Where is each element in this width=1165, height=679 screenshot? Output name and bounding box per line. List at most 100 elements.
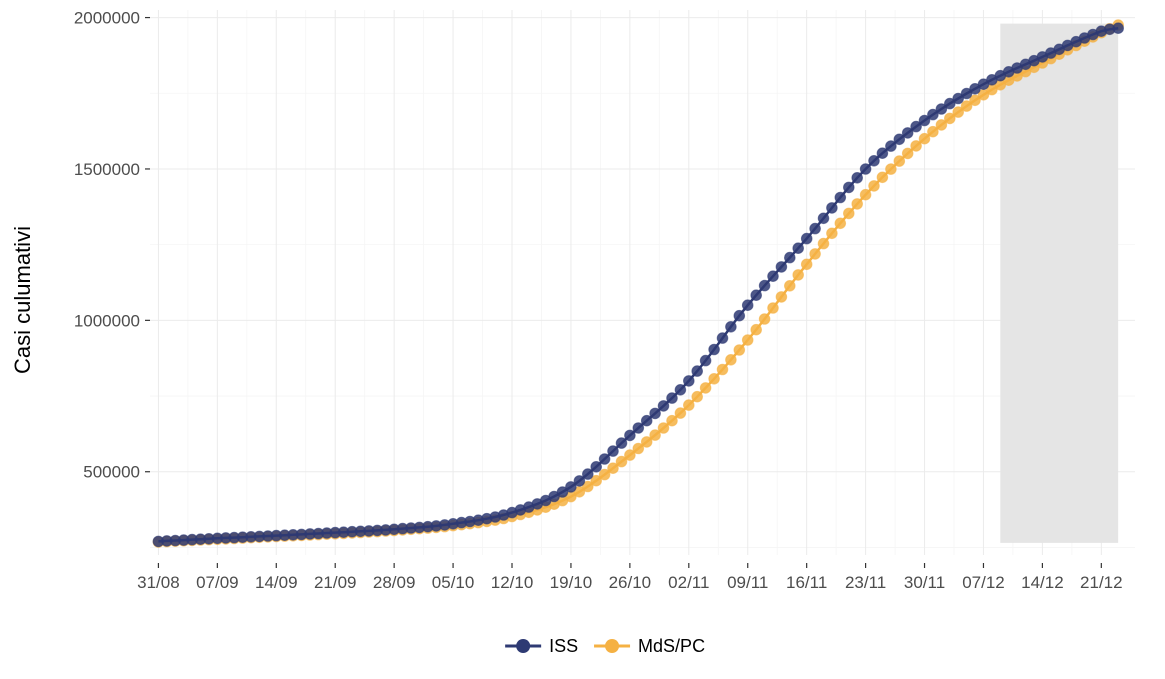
data-point: [910, 120, 922, 133]
data-point: [657, 422, 670, 434]
data-point: [674, 407, 687, 419]
data-point: [691, 365, 704, 377]
legend-label: MdS/PC: [638, 636, 705, 656]
y-tick-label: 500000: [83, 463, 140, 482]
data-point: [918, 114, 931, 127]
data-point: [952, 106, 965, 118]
data-point: [969, 94, 981, 107]
data-point: [859, 163, 872, 175]
data-point: [834, 217, 847, 230]
data-point: [657, 400, 670, 412]
y-axis-ticks: 500000 1000000 1500000 2000000: [74, 9, 150, 482]
legend-key-dot: [516, 639, 531, 653]
x-tick-label: 30/11: [904, 573, 945, 592]
x-tick-label: 16/11: [786, 573, 827, 592]
data-point: [826, 227, 838, 240]
data-point: [708, 343, 720, 356]
data-point: [565, 481, 577, 493]
data-point: [792, 242, 805, 254]
data-point: [750, 289, 763, 302]
x-tick-label: 31/08: [137, 573, 180, 592]
x-axis-ticks: 31/08 07/09 14/09 21/09 28/09 05/10 12/10 19/10…: [137, 563, 1123, 592]
data-point: [590, 461, 603, 473]
data-point: [834, 191, 847, 204]
data-point: [699, 354, 712, 367]
x-tick-label: 23/11: [845, 573, 886, 592]
data-point: [784, 280, 796, 292]
data-point: [800, 258, 813, 271]
data-point: [918, 132, 931, 145]
data-point: [733, 344, 746, 356]
legend: ISS MdS/PC: [505, 636, 705, 656]
data-point: [624, 449, 636, 461]
data-point: [868, 180, 880, 192]
data-point: [809, 248, 821, 260]
data-point: [640, 436, 653, 448]
x-tick-label: 14/12: [1021, 573, 1064, 592]
data-point: [817, 212, 830, 225]
legend-item: MdS/PC: [594, 636, 705, 656]
data-point: [868, 155, 880, 167]
data-point: [843, 181, 855, 194]
x-tick-label: 21/12: [1080, 573, 1123, 592]
data-point: [784, 251, 796, 264]
y-tick-label: 2000000: [74, 9, 140, 28]
data-point: [826, 202, 838, 214]
shaded-region: [1000, 23, 1119, 543]
data-point: [741, 299, 754, 312]
series-layer: [152, 19, 1124, 548]
data-point: [851, 198, 864, 210]
data-point: [666, 392, 678, 404]
x-tick-label: 28/09: [373, 573, 416, 592]
y-axis-title: Casi culumativi: [10, 226, 35, 374]
data-point: [792, 269, 805, 281]
data-point: [683, 399, 695, 411]
x-tick-label: 26/10: [609, 573, 652, 592]
data-point: [598, 453, 611, 465]
data-point: [859, 188, 872, 201]
data-point: [582, 468, 594, 480]
data-point: [590, 474, 603, 487]
x-tick-label: 07/09: [196, 573, 239, 592]
data-point: [817, 237, 830, 250]
data-point: [910, 140, 922, 152]
data-point: [632, 442, 645, 455]
x-tick-label: 05/10: [432, 573, 475, 592]
x-tick-label: 09/11: [727, 573, 768, 592]
x-tick-label: 14/09: [255, 573, 298, 592]
data-point: [615, 455, 628, 468]
data-point: [573, 475, 586, 487]
x-tick-label: 21/09: [314, 573, 357, 592]
data-point: [775, 261, 788, 273]
data-point: [666, 414, 678, 427]
data-point: [674, 384, 687, 396]
data-point: [767, 302, 779, 314]
data-point: [876, 147, 889, 159]
legend-item: ISS: [505, 636, 578, 656]
series-iss: [152, 22, 1124, 548]
data-point: [741, 334, 754, 346]
data-point: [935, 119, 948, 131]
data-point: [901, 127, 914, 139]
data-point: [607, 445, 619, 457]
data-point: [944, 112, 956, 125]
data-point: [767, 270, 779, 283]
data-point: [716, 363, 729, 376]
data-point: [725, 354, 737, 366]
data-point: [800, 232, 813, 245]
data-point: [733, 309, 746, 322]
data-point: [758, 313, 771, 325]
data-point: [901, 147, 914, 160]
data-point: [750, 323, 763, 336]
data-point: [632, 422, 645, 434]
data-point: [944, 97, 956, 110]
data-point: [893, 133, 906, 146]
x-tick-label: 12/10: [491, 573, 534, 592]
legend-label: ISS: [549, 636, 578, 656]
y-tick-label: 1500000: [74, 160, 140, 179]
series-mds-pc: [152, 19, 1124, 548]
data-point: [843, 207, 855, 220]
data-point: [615, 437, 628, 449]
data-point: [699, 382, 712, 394]
